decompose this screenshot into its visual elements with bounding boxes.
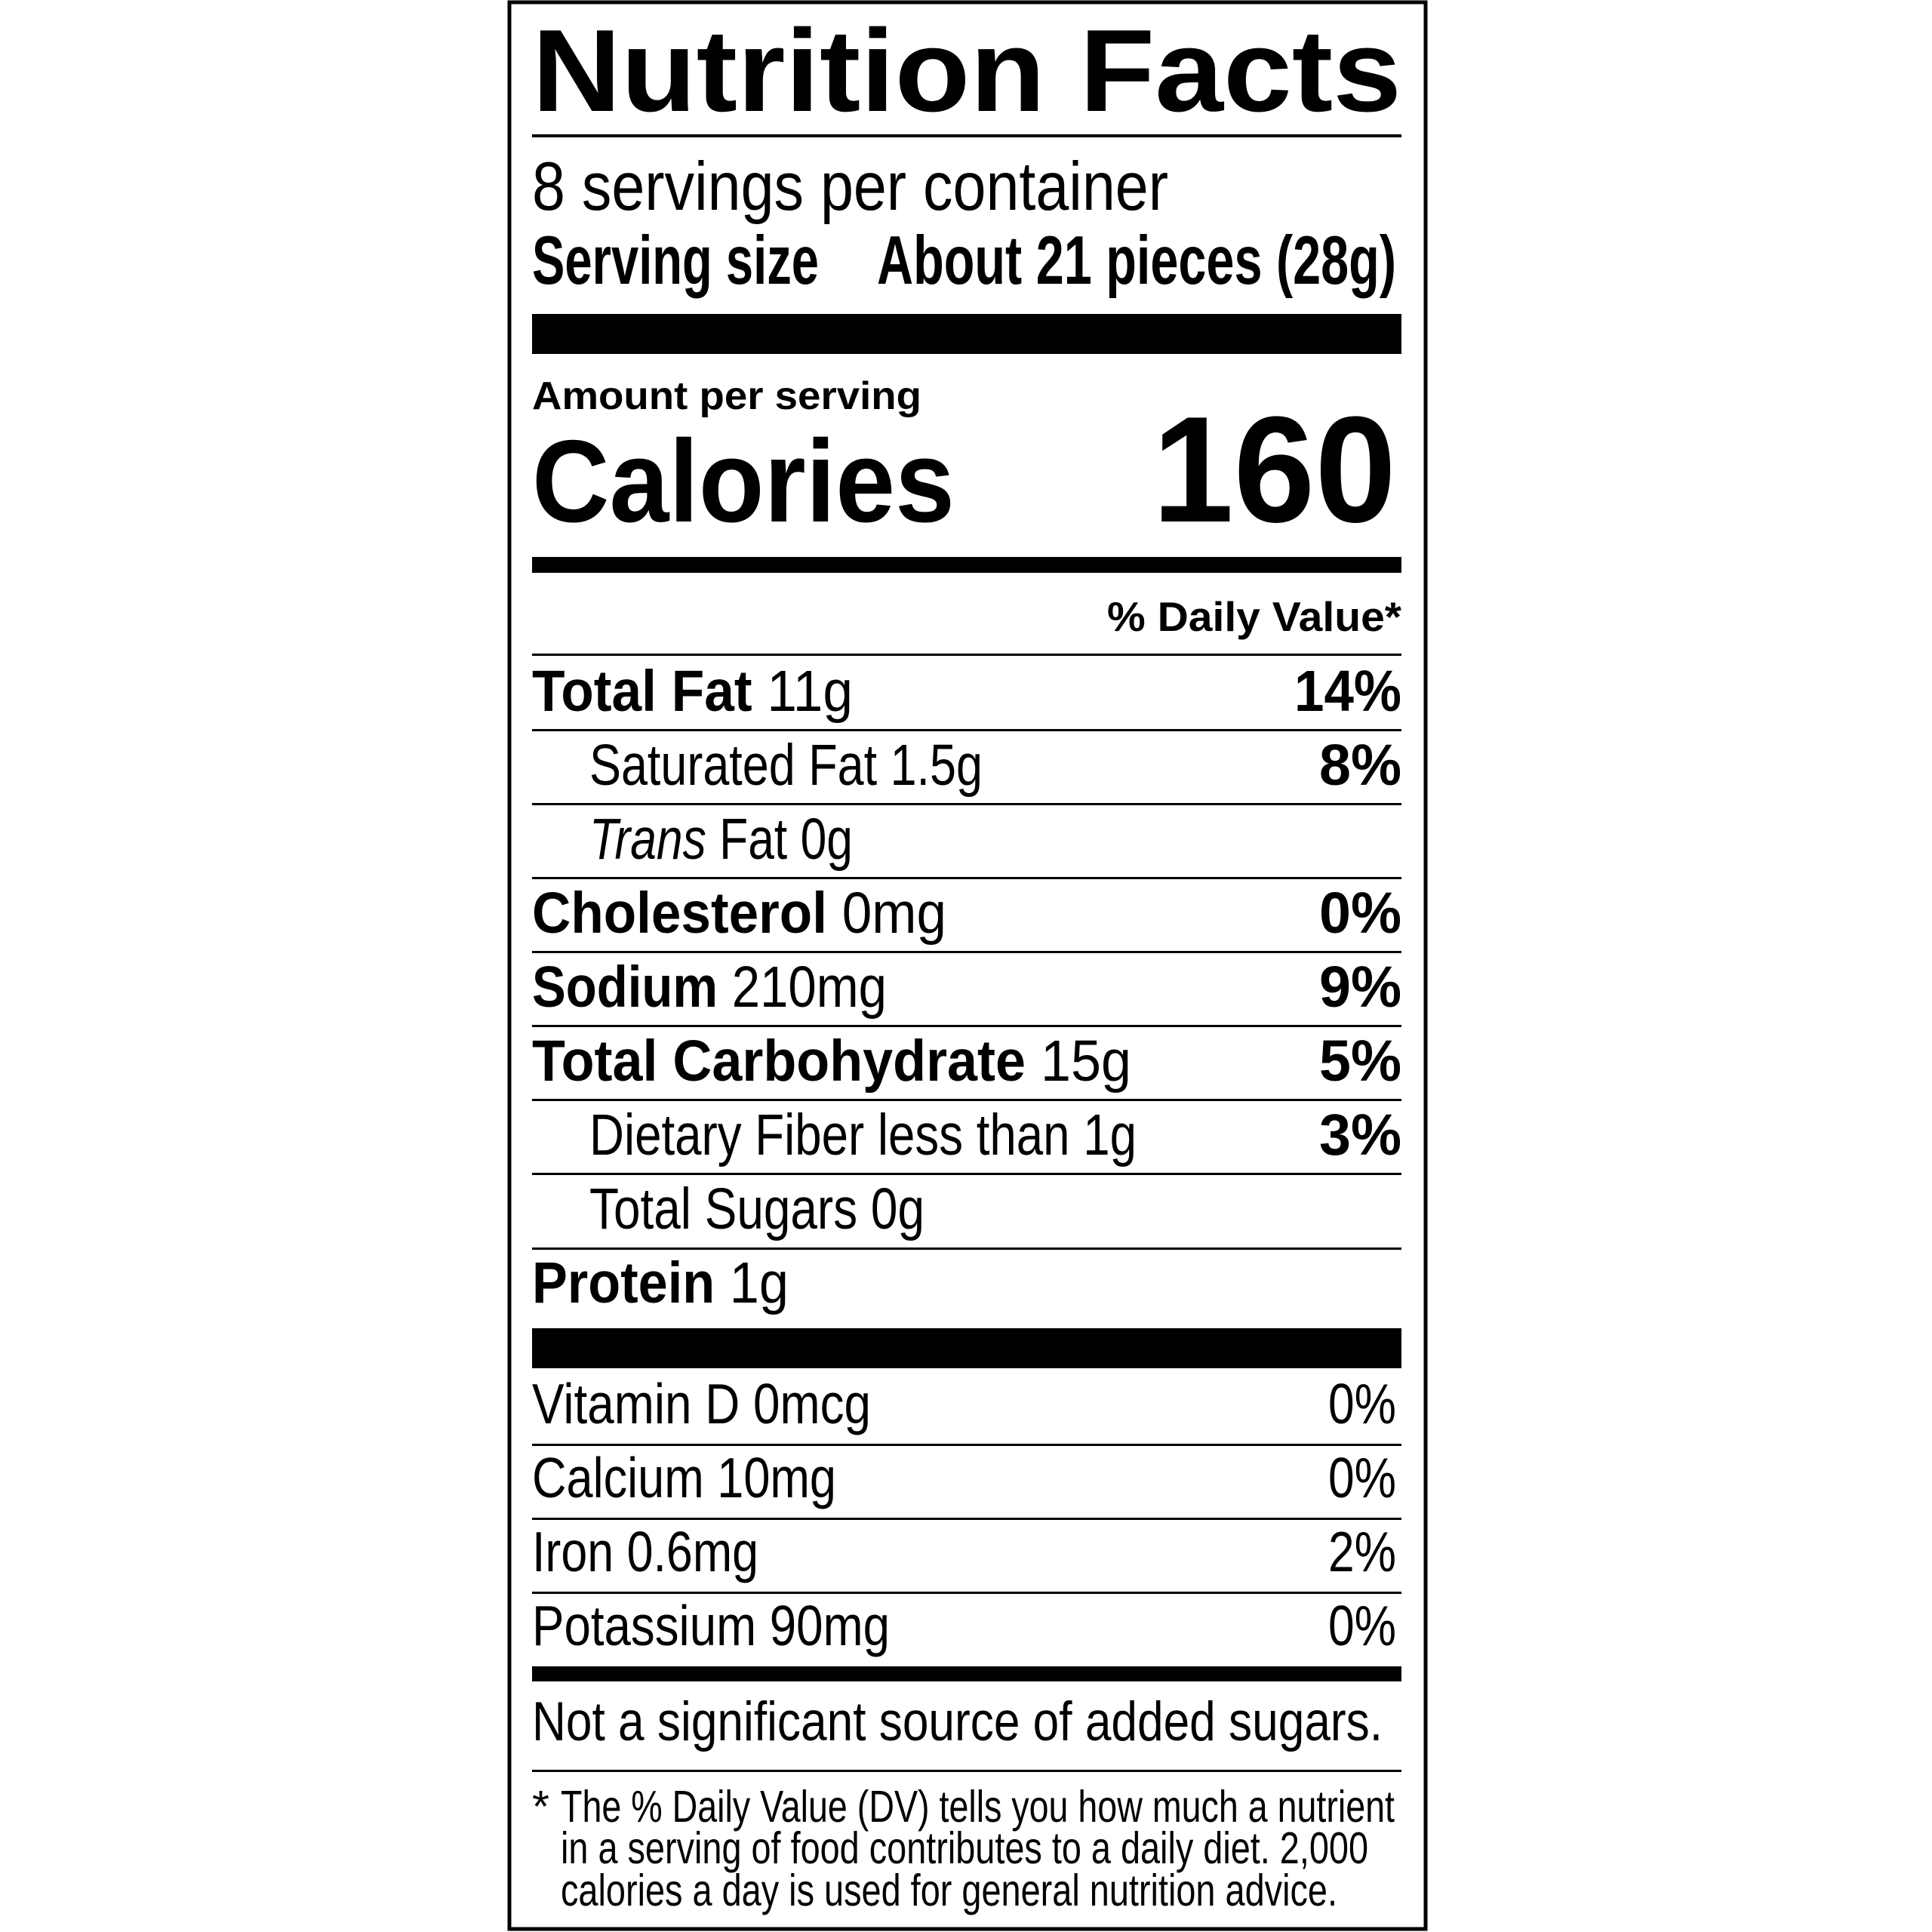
nutrient-amount: 1g xyxy=(730,1251,789,1315)
footnote-line: The % Daily Value (DV) tells you how muc… xyxy=(561,1782,1395,1832)
title: Nutrition Facts xyxy=(532,5,1401,136)
medium-bar xyxy=(532,1666,1401,1681)
rule xyxy=(532,803,1401,805)
nutrient-dv: 0% xyxy=(1319,881,1401,946)
rule xyxy=(532,1247,1401,1250)
nutrient-name: Dietary Fiber xyxy=(589,1103,864,1168)
rule xyxy=(532,729,1401,731)
vitamin-name: Iron xyxy=(532,1520,614,1583)
nutrient-amount: 210mg xyxy=(732,955,887,1020)
rule xyxy=(532,1518,1401,1520)
nutrient-amount: less than 1g xyxy=(878,1103,1137,1168)
rule xyxy=(532,1025,1401,1027)
nutrient: Protein 1g xyxy=(532,1251,789,1315)
nutrient-amount: 0mg xyxy=(842,881,946,946)
vitamin-name: Calcium xyxy=(532,1446,704,1509)
nutrient-name: Total Sugars xyxy=(589,1177,857,1241)
vitamin-amount: 0mcg xyxy=(753,1372,871,1435)
nutrient: Saturated Fat 1.5g xyxy=(589,733,983,798)
serving-size-value: About 21 pieces (28g) xyxy=(877,223,1396,299)
nutrient-rows: Total Fat 11g 14% Saturated Fat 1.5g 8% … xyxy=(532,659,1401,1315)
vitamin-rows: Vitamin D 0mcg 0% Calcium 10mg 0% Iron 0… xyxy=(532,1372,1401,1657)
nutrient: Total Carbohydrate 15g xyxy=(532,1029,1131,1094)
vitamin-amount: 90mg xyxy=(770,1594,890,1657)
nutrient-name: Saturated Fat xyxy=(589,733,877,798)
rule xyxy=(532,951,1401,953)
nutrient: Cholesterol 0mg xyxy=(532,881,946,946)
amount-per-serving: Amount per serving xyxy=(532,374,921,418)
nutrient-name: Sodium xyxy=(532,955,718,1020)
nutrient-dv: 8% xyxy=(1319,733,1401,798)
nutrient-name: Total Carbohydrate xyxy=(532,1029,1026,1094)
medium-bar xyxy=(532,557,1401,573)
vitamin-dv: 0% xyxy=(1328,1446,1396,1509)
nutrient-dv: 9% xyxy=(1319,955,1401,1020)
footnote-line: in a serving of food contributes to a da… xyxy=(561,1823,1368,1873)
nutrient: Total Sugars 0g xyxy=(589,1177,924,1241)
nutrient-name: Fat xyxy=(719,807,787,872)
nutrient-amount: 1.5g xyxy=(891,733,983,798)
nutrient: Total Fat 11g xyxy=(532,659,853,724)
nutrient-amount: 0g xyxy=(871,1177,924,1241)
rule xyxy=(532,1592,1401,1594)
rule xyxy=(532,134,1401,137)
nutrient-amount: 11g xyxy=(767,659,853,724)
rule xyxy=(532,1099,1401,1101)
vitamin-dv: 0% xyxy=(1328,1372,1396,1435)
nutrient-dv: 14% xyxy=(1294,659,1401,724)
nutrient-amount: 15g xyxy=(1041,1029,1131,1094)
calories-label: Calories xyxy=(532,416,955,546)
vitamin-name: Potassium xyxy=(532,1594,756,1657)
rule xyxy=(532,1444,1401,1446)
nutrient: Trans Fat 0g xyxy=(589,807,853,872)
nutrient-name: Protein xyxy=(532,1251,715,1315)
nutrient-name-italic: Trans xyxy=(589,807,706,872)
added-sugars-note: Not a significant source of added sugars… xyxy=(532,1691,1383,1752)
nutrient-name: Cholesterol xyxy=(532,881,827,946)
vitamin-dv: 0% xyxy=(1328,1594,1396,1657)
rule xyxy=(532,877,1401,879)
nutrient-dv: 3% xyxy=(1319,1103,1401,1168)
thick-bar xyxy=(532,1328,1401,1368)
rule xyxy=(532,1770,1401,1772)
dv-header: % Daily Value* xyxy=(1107,593,1402,640)
nutrient-amount: 0g xyxy=(801,807,853,872)
vitamin-dv: 2% xyxy=(1328,1520,1396,1583)
nutrient-name: Total Fat xyxy=(532,659,752,724)
vitamin: Calcium 10mg xyxy=(532,1446,836,1509)
vitamin: Iron 0.6mg xyxy=(532,1520,758,1583)
calories-value: 160 xyxy=(1152,386,1396,554)
nutrient: Sodium 210mg xyxy=(532,955,887,1020)
servings: 8 servings per container xyxy=(532,149,1168,225)
footnote-marker: * xyxy=(532,1782,549,1832)
rule xyxy=(532,1173,1401,1175)
nutrient-dv: 5% xyxy=(1319,1029,1401,1094)
thick-bar xyxy=(532,314,1401,354)
vitamin: Potassium 90mg xyxy=(532,1594,890,1657)
vitamin-amount: 10mg xyxy=(717,1446,836,1509)
nutrient: Dietary Fiber less than 1g xyxy=(589,1103,1137,1168)
vitamin: Vitamin D 0mcg xyxy=(532,1372,871,1435)
serving-size-label: Serving size xyxy=(532,223,819,299)
rule xyxy=(532,654,1401,656)
footnote-line: calories a day is used for general nutri… xyxy=(561,1866,1337,1915)
vitamin-name: Vitamin D xyxy=(532,1372,740,1435)
vitamin-amount: 0.6mg xyxy=(627,1520,758,1583)
